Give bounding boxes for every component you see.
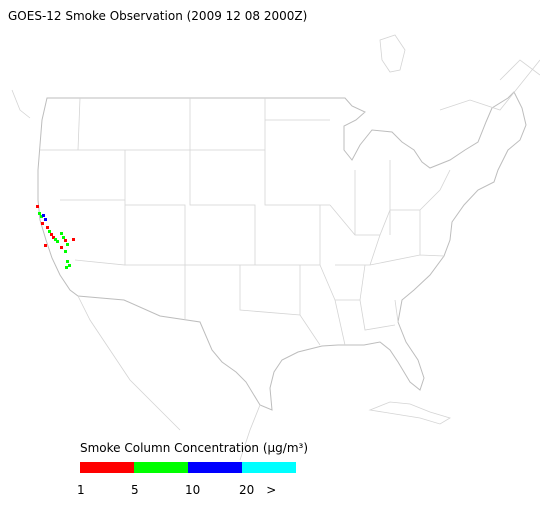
- smoke-pixel: [66, 260, 69, 263]
- smoke-pixel: [62, 236, 65, 239]
- smoke-pixel: [41, 222, 44, 225]
- smoke-pixel: [36, 205, 39, 208]
- country-outline: [37, 91, 527, 411]
- smoke-pixel: [66, 243, 69, 246]
- smoke-pixel: [64, 250, 67, 253]
- smoke-pixel: [56, 240, 59, 243]
- smoke-pixel: [54, 238, 57, 241]
- legend-title: Smoke Column Concentration (μg/m³): [80, 441, 308, 455]
- smoke-pixel: [65, 266, 68, 269]
- smoke-pixel: [48, 230, 51, 233]
- canada-coast: [11, 34, 540, 119]
- smoke-pixel: [46, 226, 49, 229]
- smoke-pixel: [60, 246, 63, 249]
- smoke-pixel: [60, 232, 63, 235]
- legend-tick-label: >: [266, 483, 276, 497]
- smoke-pixel: [44, 244, 47, 247]
- smoke-pixel: [64, 239, 67, 242]
- legend-tick-label: 10: [185, 483, 200, 497]
- legend-swatch: [80, 462, 134, 473]
- smoke-pixel: [38, 212, 41, 215]
- smoke-pixel: [44, 218, 47, 221]
- legend-swatch: [188, 462, 242, 473]
- state-lines: [40, 97, 451, 346]
- map-title: GOES-12 Smoke Observation (2009 12 08 20…: [8, 9, 307, 23]
- smoke-observations: [36, 205, 75, 269]
- smoke-pixel: [40, 215, 43, 218]
- legend-tick-label: 20: [239, 483, 254, 497]
- base-map: [11, 34, 540, 461]
- smoke-pixel: [68, 264, 71, 267]
- smoke-pixel: [50, 233, 53, 236]
- smoke-pixel: [42, 214, 45, 217]
- smoke-pixel: [72, 238, 75, 241]
- cuba: [368, 401, 451, 425]
- smoke-pixel: [52, 236, 55, 239]
- legend: 1 5 10 20 >: [77, 462, 296, 497]
- legend-swatch: [242, 462, 296, 473]
- legend-swatch: [134, 462, 188, 473]
- mexico-coast: [77, 295, 261, 461]
- legend-tick-label: 5: [131, 483, 139, 497]
- legend-tick-label: 1: [77, 483, 85, 497]
